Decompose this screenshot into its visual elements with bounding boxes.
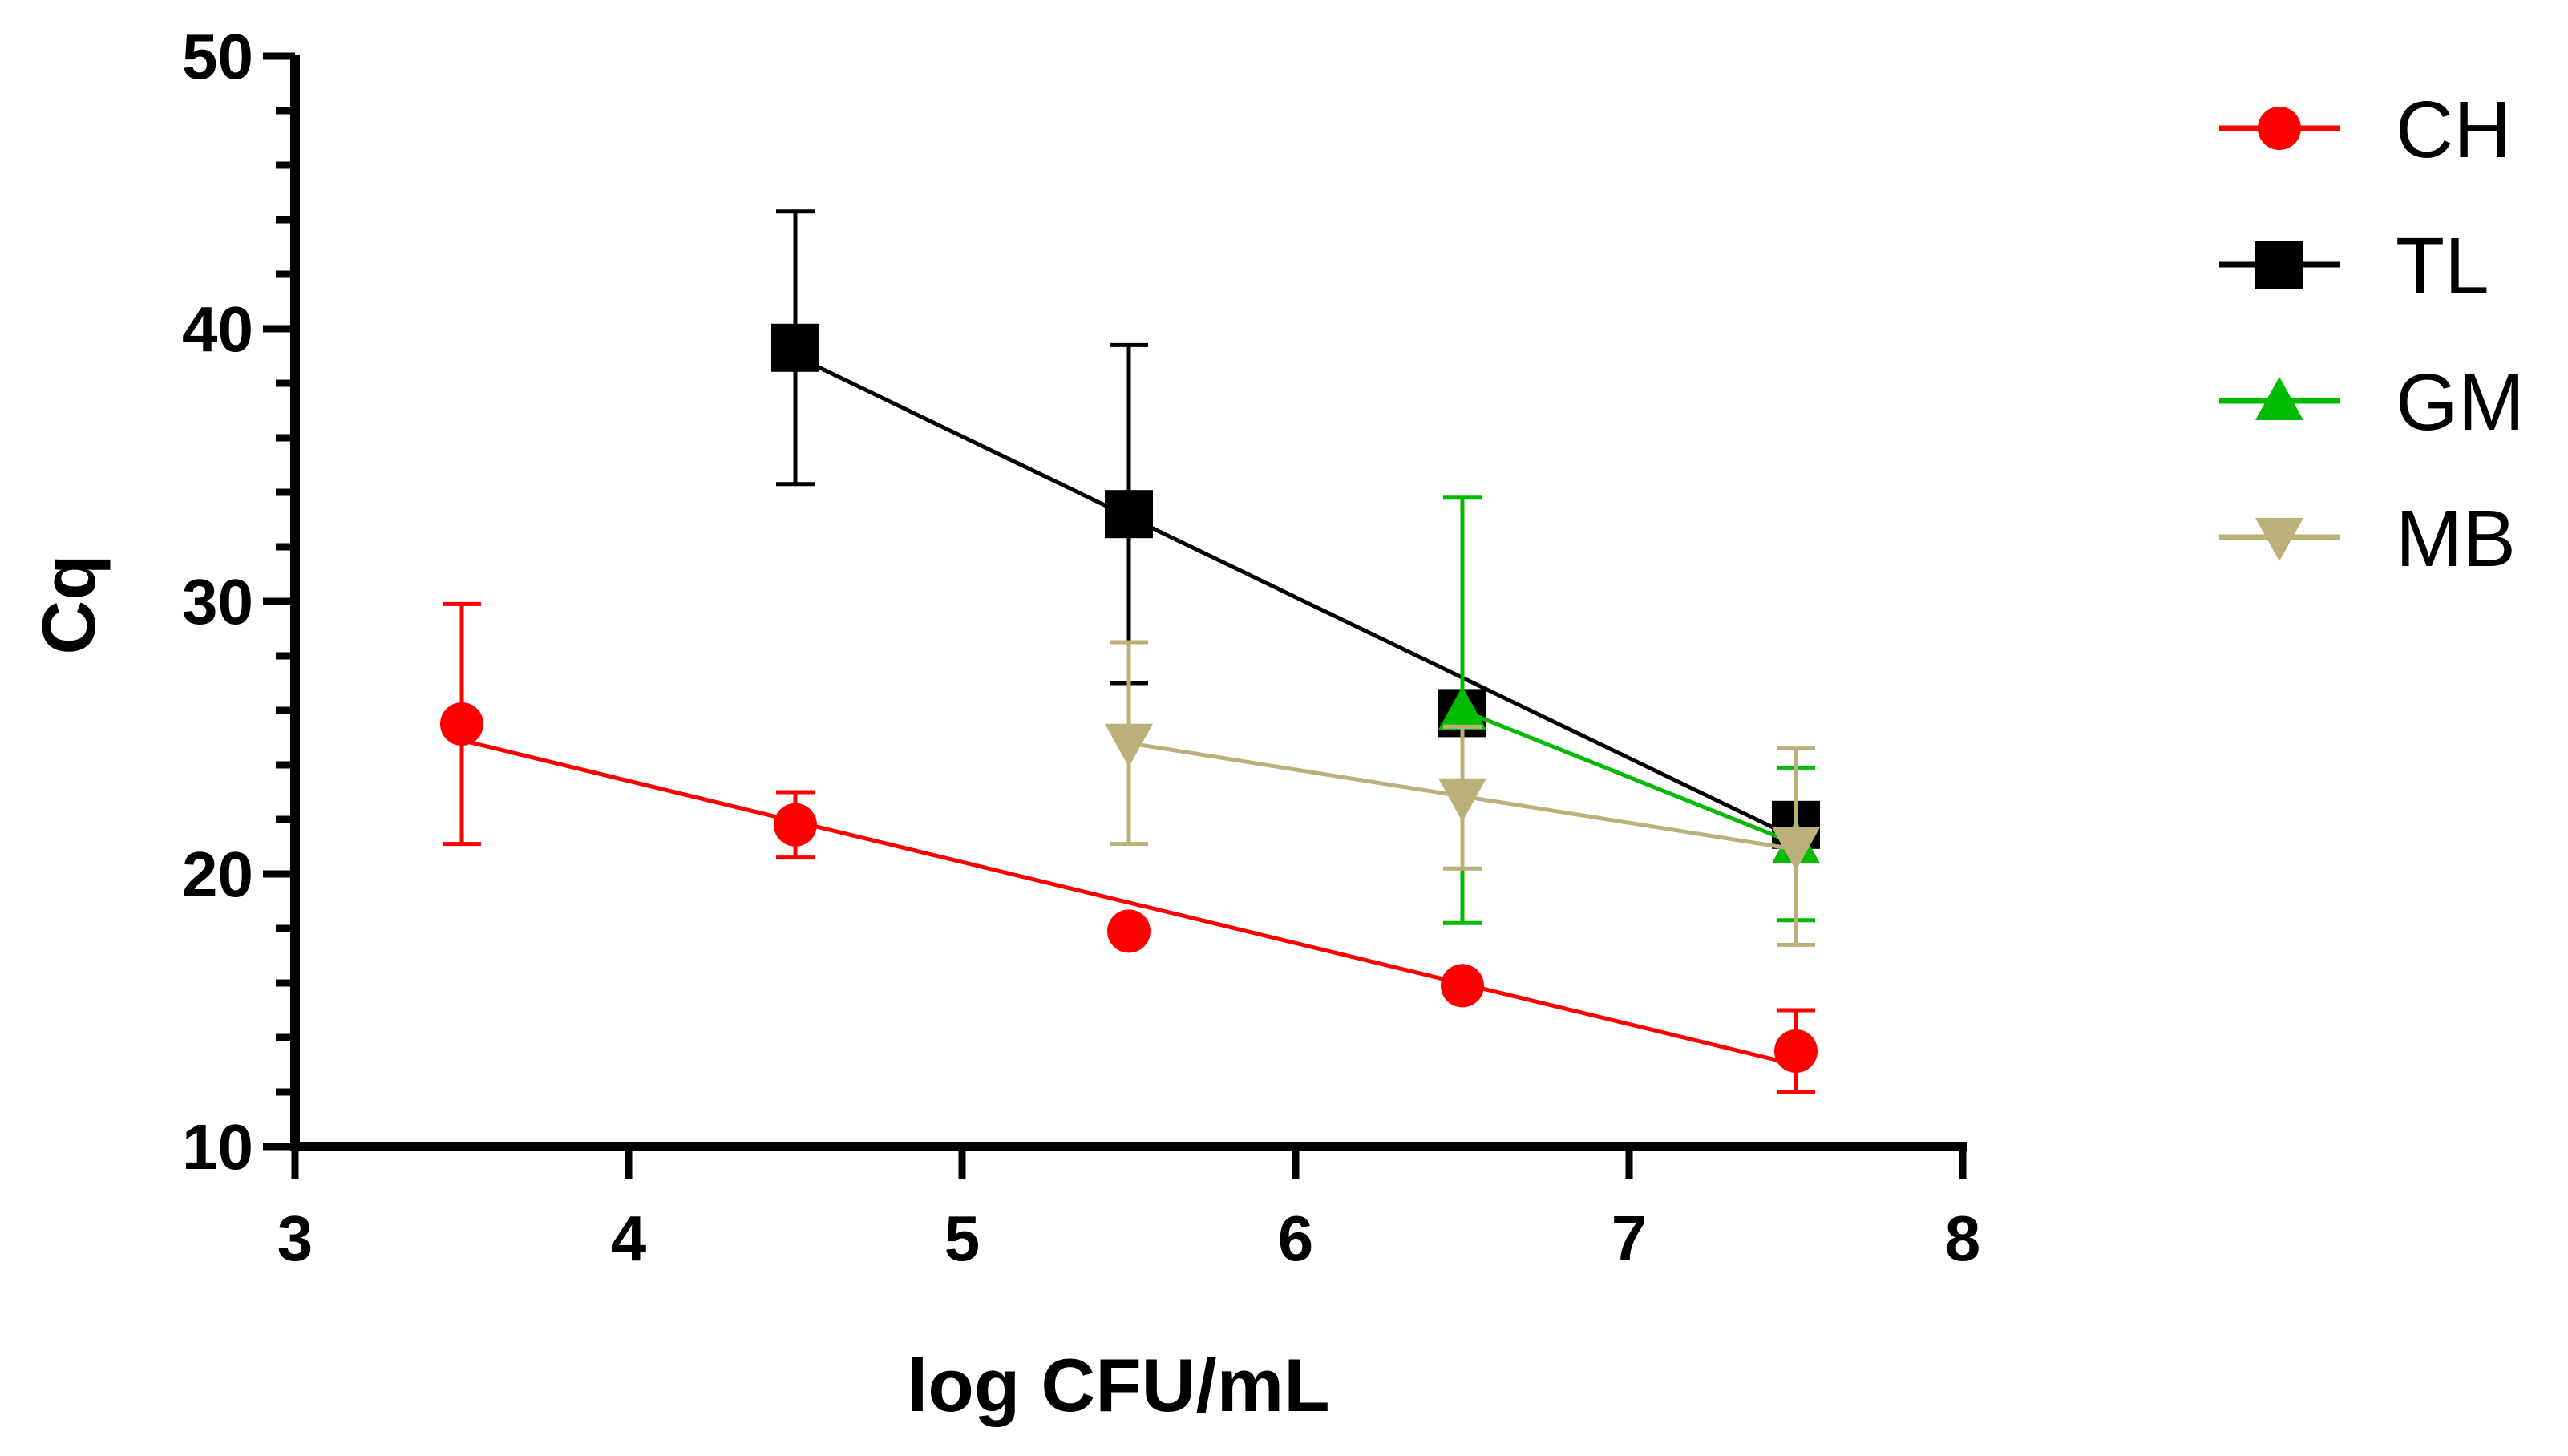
series-mb (1105, 640, 1820, 947)
series-tl (771, 209, 1820, 849)
data-point (1105, 490, 1153, 539)
legend-marker (2255, 241, 2303, 289)
legend-item-gm: GM (2219, 358, 2525, 447)
legend-label: MB (2396, 494, 2516, 584)
legend-label: CH (2396, 85, 2511, 175)
legend-marker (2255, 518, 2303, 561)
y-tick-label: 20 (182, 839, 253, 910)
fit-line (1462, 708, 1797, 846)
x-tick-label: 8 (1945, 1203, 1981, 1274)
data-point (1107, 909, 1151, 953)
data-point (1438, 686, 1486, 730)
series-gm (1438, 495, 1820, 925)
data-point (1438, 778, 1486, 822)
data-point (1105, 723, 1153, 767)
legend-marker (2258, 107, 2301, 150)
data-point (1441, 964, 1484, 1008)
legend-label: GM (2396, 358, 2525, 447)
y-tick-label: 10 (182, 1111, 253, 1183)
legend: CH TL GM MB (2219, 85, 2525, 584)
x-axis-title: log CFU/mL (907, 1343, 1329, 1427)
legend-marker (2255, 377, 2303, 420)
fit-line (794, 354, 1798, 841)
x-tick-label: 5 (944, 1203, 981, 1274)
legend-item-mb: MB (2219, 494, 2516, 584)
x-tick-label: 6 (1278, 1203, 1314, 1274)
series-layer (440, 209, 1820, 1094)
y-axis-title: Cq (26, 554, 111, 654)
data-point (771, 323, 819, 372)
y-tick-label: 50 (182, 21, 253, 92)
data-point (774, 803, 817, 847)
data-point (1774, 1029, 1818, 1073)
fit-line (461, 738, 1797, 1067)
axes: 10 20 30 40 50 3 4 5 6 7 8 (182, 21, 1980, 1274)
series-ch (440, 601, 1818, 1094)
y-tick-label: 30 (182, 566, 253, 637)
x-tick-label: 7 (1612, 1203, 1648, 1274)
legend-item-tl: TL (2219, 221, 2489, 311)
y-tick-label: 40 (182, 293, 253, 365)
data-point (1772, 827, 1820, 871)
x-tick-label: 4 (611, 1203, 647, 1274)
legend-item-ch: CH (2219, 85, 2511, 175)
x-tick-label: 3 (277, 1203, 313, 1274)
legend-label: TL (2396, 221, 2489, 311)
data-point (440, 702, 483, 746)
